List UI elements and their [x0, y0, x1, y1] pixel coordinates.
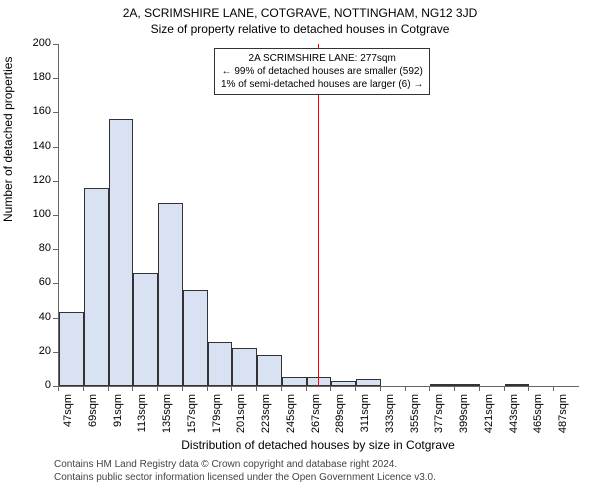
- x-tick-mark: [454, 386, 455, 391]
- histogram-bar: [109, 119, 134, 386]
- footer: Contains HM Land Registry data © Crown c…: [54, 458, 436, 484]
- x-tick-label: 487sqm: [557, 394, 569, 438]
- x-tick-mark: [132, 386, 133, 391]
- x-tick-label: 223sqm: [260, 394, 272, 438]
- footer-line-1: Contains HM Land Registry data © Crown c…: [54, 458, 436, 471]
- x-tick-mark: [108, 386, 109, 391]
- histogram-bar: [356, 379, 381, 386]
- y-tick-mark: [53, 352, 58, 353]
- y-tick-mark: [53, 318, 58, 319]
- x-tick-label: 245sqm: [285, 394, 297, 438]
- y-tick-label: 180: [23, 71, 51, 83]
- x-tick-mark: [330, 386, 331, 391]
- reference-vline: [318, 44, 319, 386]
- y-tick-mark: [53, 112, 58, 113]
- y-tick-label: 200: [23, 37, 51, 49]
- y-tick-mark: [53, 78, 58, 79]
- y-axis-label: Number of detached properties: [1, 206, 15, 222]
- y-tick-label: 140: [23, 140, 51, 152]
- y-tick-label: 160: [23, 105, 51, 117]
- x-tick-label: 135sqm: [161, 394, 173, 438]
- y-tick-label: 100: [23, 208, 51, 220]
- chart-subtitle: Size of property relative to detached ho…: [0, 20, 600, 40]
- histogram-bar: [183, 290, 208, 386]
- x-tick-label: 355sqm: [409, 394, 421, 438]
- x-tick-mark: [405, 386, 406, 391]
- x-tick-mark: [207, 386, 208, 391]
- y-tick-mark: [53, 283, 58, 284]
- y-tick-label: 40: [23, 311, 51, 323]
- x-tick-label: 179sqm: [211, 394, 223, 438]
- x-tick-mark: [429, 386, 430, 391]
- histogram-bar: [158, 203, 183, 386]
- y-tick-label: 60: [23, 276, 51, 288]
- y-tick-label: 20: [23, 345, 51, 357]
- x-tick-mark: [553, 386, 554, 391]
- histogram-bar: [232, 348, 257, 386]
- x-tick-label: 333sqm: [384, 394, 396, 438]
- chart-title: 2A, SCRIMSHIRE LANE, COTGRAVE, NOTTINGHA…: [0, 0, 600, 20]
- y-tick-mark: [53, 215, 58, 216]
- histogram-bar: [505, 384, 530, 386]
- x-tick-mark: [306, 386, 307, 391]
- y-tick-mark: [53, 249, 58, 250]
- histogram-bar: [84, 188, 109, 386]
- x-tick-mark: [528, 386, 529, 391]
- y-tick-label: 80: [23, 242, 51, 254]
- x-tick-label: 443sqm: [508, 394, 520, 438]
- info-box: 2A SCRIMSHIRE LANE: 277sqm ← 99% of deta…: [214, 48, 430, 95]
- x-tick-label: 69sqm: [87, 394, 99, 438]
- histogram-bar: [331, 381, 356, 386]
- histogram-bar: [59, 312, 84, 386]
- y-tick-mark: [53, 181, 58, 182]
- histogram-bar: [208, 342, 233, 386]
- histogram-bar: [455, 384, 480, 386]
- x-tick-mark: [83, 386, 84, 391]
- histogram-bar: [307, 377, 332, 386]
- chart-container: 2A, SCRIMSHIRE LANE, COTGRAVE, NOTTINGHA…: [0, 0, 600, 500]
- x-tick-label: 465sqm: [532, 394, 544, 438]
- x-tick-label: 289sqm: [334, 394, 346, 438]
- footer-line-2: Contains public sector information licen…: [54, 471, 436, 484]
- info-line-1: 2A SCRIMSHIRE LANE: 277sqm: [221, 52, 423, 65]
- info-line-2: ← 99% of detached houses are smaller (59…: [221, 65, 423, 78]
- x-tick-mark: [504, 386, 505, 391]
- y-tick-label: 120: [23, 174, 51, 186]
- x-tick-mark: [355, 386, 356, 391]
- x-tick-mark: [256, 386, 257, 391]
- histogram-bar: [257, 355, 282, 386]
- y-tick-mark: [53, 147, 58, 148]
- x-tick-mark: [281, 386, 282, 391]
- x-tick-label: 47sqm: [62, 394, 74, 438]
- x-tick-mark: [157, 386, 158, 391]
- x-tick-label: 113sqm: [136, 394, 148, 438]
- x-tick-label: 267sqm: [310, 394, 322, 438]
- x-tick-label: 311sqm: [359, 394, 371, 438]
- x-tick-label: 377sqm: [433, 394, 445, 438]
- x-tick-label: 201sqm: [235, 394, 247, 438]
- x-axis-label: Distribution of detached houses by size …: [58, 438, 578, 452]
- x-tick-label: 91sqm: [112, 394, 124, 438]
- histogram-bar: [430, 384, 455, 386]
- histogram-bar: [133, 273, 158, 386]
- x-tick-mark: [380, 386, 381, 391]
- x-tick-mark: [479, 386, 480, 391]
- x-tick-mark: [58, 386, 59, 391]
- x-tick-mark: [182, 386, 183, 391]
- y-tick-label: 0: [23, 379, 51, 391]
- x-tick-mark: [231, 386, 232, 391]
- info-line-3: 1% of semi-detached houses are larger (6…: [221, 78, 423, 91]
- x-tick-label: 421sqm: [483, 394, 495, 438]
- x-tick-label: 399sqm: [458, 394, 470, 438]
- plot-area: [58, 44, 579, 387]
- histogram-bar: [282, 377, 307, 386]
- x-tick-label: 157sqm: [186, 394, 198, 438]
- y-tick-mark: [53, 44, 58, 45]
